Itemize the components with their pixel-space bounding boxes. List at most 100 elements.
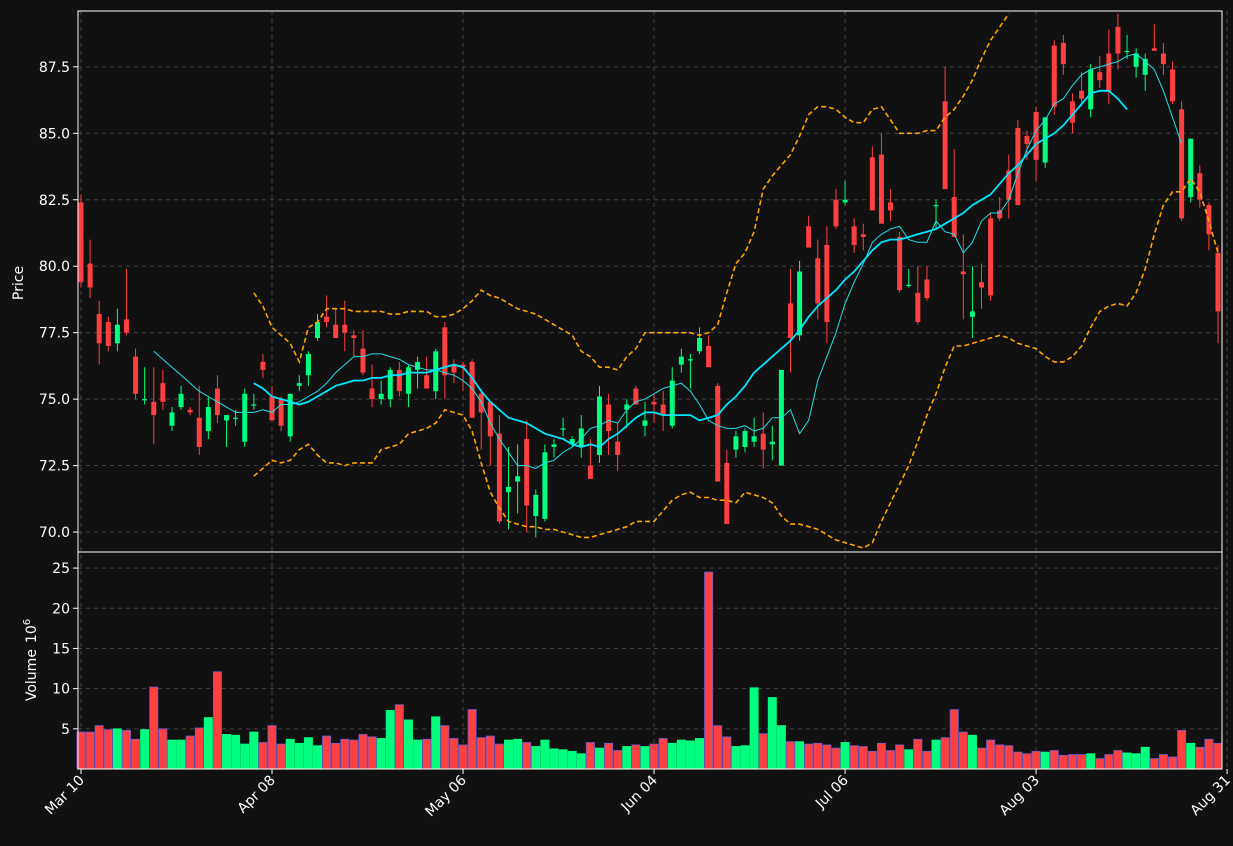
candle-body bbox=[878, 154, 884, 224]
candle-body bbox=[142, 399, 148, 401]
volume-bar bbox=[1177, 730, 1187, 770]
candle-body bbox=[1024, 135, 1030, 144]
volume-bar bbox=[1022, 753, 1032, 770]
volume-bar bbox=[785, 741, 795, 770]
volume-bar bbox=[958, 731, 968, 770]
volume-bar bbox=[895, 744, 905, 770]
volume-tick-label: 15 bbox=[52, 641, 70, 657]
volume-bar bbox=[713, 725, 723, 770]
candle-body bbox=[669, 380, 675, 426]
candle-body bbox=[933, 205, 939, 207]
volume-bar bbox=[622, 746, 632, 770]
candle-body bbox=[960, 271, 966, 275]
volume-bar bbox=[121, 730, 131, 770]
volume-bar bbox=[1140, 746, 1150, 770]
volume-bar bbox=[376, 738, 386, 770]
volume-bar bbox=[313, 745, 322, 770]
candle-body bbox=[105, 322, 111, 346]
candle-body bbox=[396, 369, 402, 392]
volume-bar bbox=[1113, 750, 1123, 770]
candle-body bbox=[78, 202, 84, 283]
candle-body bbox=[1088, 69, 1094, 110]
volume-bar bbox=[549, 748, 559, 770]
candle-body bbox=[533, 494, 539, 517]
volume-bar bbox=[422, 738, 432, 770]
volume-bar bbox=[758, 733, 768, 770]
candle-body bbox=[797, 271, 803, 336]
volume-axis-exponent-power: 6 bbox=[22, 619, 33, 625]
volume-bar bbox=[594, 747, 604, 770]
candle-body bbox=[615, 441, 621, 455]
price-axis-label: Price bbox=[11, 266, 27, 300]
volume-bar bbox=[212, 671, 222, 770]
candle-body bbox=[460, 364, 466, 368]
volume-bar bbox=[476, 737, 486, 770]
volume-bar bbox=[431, 716, 441, 770]
candle-body bbox=[487, 401, 493, 437]
candle-body bbox=[542, 452, 548, 519]
candle-body bbox=[1060, 42, 1066, 65]
candle-body bbox=[951, 197, 957, 237]
volume-bar bbox=[149, 686, 159, 770]
volume-axis-label-text: Volume bbox=[24, 649, 40, 701]
volume-bar bbox=[176, 739, 186, 770]
volume-bar bbox=[867, 750, 877, 770]
volume-bar bbox=[731, 746, 741, 770]
candle-body bbox=[387, 369, 393, 400]
candle-body bbox=[114, 324, 120, 344]
price-tick-label: 70.0 bbox=[39, 525, 70, 541]
candle-body bbox=[1115, 26, 1121, 54]
candle-body bbox=[706, 345, 712, 368]
candle-body bbox=[451, 364, 457, 373]
volume-bar bbox=[303, 737, 313, 770]
volume-bar bbox=[158, 728, 168, 770]
candle-body bbox=[1033, 112, 1039, 160]
price-tick-label: 77.5 bbox=[39, 326, 70, 342]
volume-bar bbox=[977, 747, 986, 770]
volume-bar bbox=[904, 749, 914, 770]
candle-body bbox=[515, 476, 521, 482]
candle-body bbox=[314, 322, 320, 338]
volume-bar bbox=[704, 571, 714, 770]
volume-bar bbox=[1040, 751, 1050, 770]
volume-bar bbox=[322, 735, 332, 770]
candle-body bbox=[169, 412, 175, 426]
candle-body bbox=[824, 244, 830, 323]
volume-bar bbox=[276, 743, 286, 770]
volume-bar bbox=[367, 736, 377, 770]
volume-tick-label: 20 bbox=[52, 601, 70, 617]
volume-bar bbox=[1004, 745, 1014, 770]
candle-body bbox=[242, 393, 248, 442]
candle-body bbox=[187, 409, 193, 413]
volume-bar bbox=[340, 738, 350, 770]
volume-bar bbox=[949, 709, 959, 770]
candle-body bbox=[569, 439, 575, 445]
candle-body bbox=[860, 234, 866, 237]
volume-bar bbox=[1104, 754, 1114, 770]
candle-body bbox=[469, 361, 475, 418]
volume-bar bbox=[649, 743, 659, 770]
volume-bar bbox=[576, 753, 586, 770]
volume-bar bbox=[285, 738, 295, 770]
candle-body bbox=[915, 292, 921, 323]
volume-bar bbox=[1031, 750, 1041, 770]
volume-bar bbox=[358, 734, 368, 770]
bollinger-band-line bbox=[253, 177, 1219, 549]
volume-bar bbox=[922, 750, 932, 770]
volume-bar bbox=[1058, 754, 1068, 770]
candle-body bbox=[842, 199, 848, 203]
volume-bar bbox=[531, 746, 541, 770]
candle-body bbox=[151, 401, 157, 416]
volume-tick-label: 5 bbox=[61, 722, 70, 738]
candle-body bbox=[1179, 109, 1185, 219]
volume-bar bbox=[112, 728, 122, 770]
candle-body bbox=[988, 218, 994, 296]
candle-body bbox=[296, 383, 302, 386]
volume-bar bbox=[194, 727, 204, 770]
volume-bar bbox=[995, 744, 1005, 770]
volume-bar bbox=[849, 745, 859, 770]
volume-bar bbox=[1122, 752, 1132, 770]
volume-bar bbox=[685, 740, 695, 770]
